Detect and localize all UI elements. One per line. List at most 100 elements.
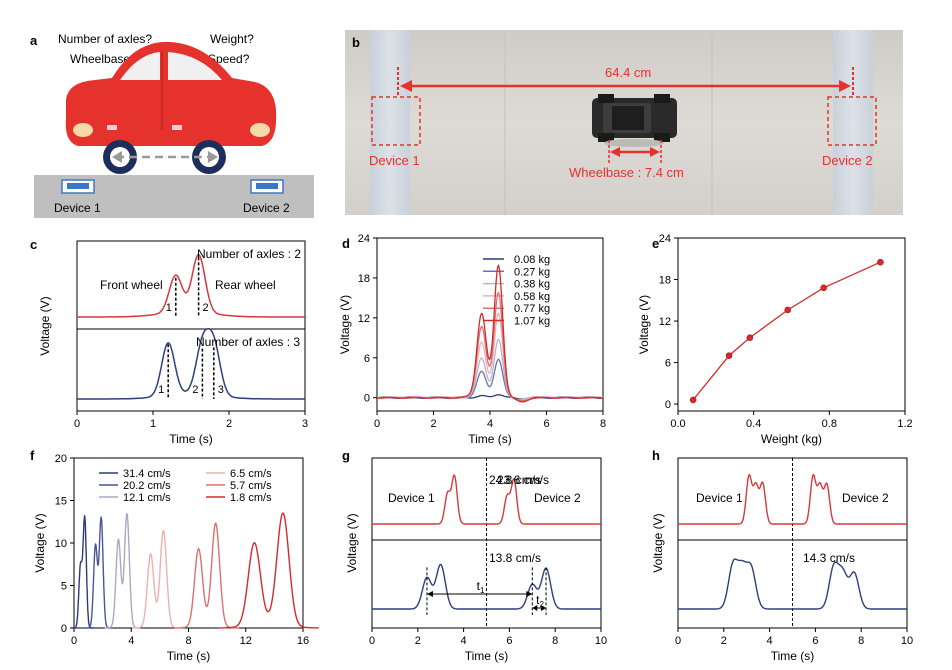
- panel-letter-e: e: [652, 236, 659, 251]
- legend-label: 0.77 kg: [514, 303, 550, 315]
- panel-b: b 64.4 cm Wheelba: [345, 30, 903, 215]
- distance-label: 64.4 cm: [605, 65, 651, 80]
- x-axis-label: Time (s): [468, 432, 512, 446]
- series-line-2: [77, 327, 305, 400]
- chart-c: 0 1 2 3 Time (s) Voltage (V) 1 2 1 2 3 Number of ax…: [38, 240, 308, 446]
- plot-frame: [76, 240, 306, 412]
- x-tick-label: 2: [721, 635, 727, 647]
- x-tick-label: 10: [595, 635, 607, 647]
- question-weight: Weight?: [210, 32, 254, 46]
- series-line-1: [71, 514, 94, 629]
- chart-h: 0 2 4 6 8 10 Time (s) Voltage (V) 23.6 cm/s 14.3 …: [497, 457, 913, 663]
- x-tick-label: 8: [185, 635, 191, 647]
- y-tick-label: 18: [358, 273, 370, 285]
- panel-letter-b: b: [352, 35, 360, 50]
- legend-label: 31.4 cm/s: [123, 468, 171, 480]
- t2-arrowhead: [541, 605, 547, 611]
- x-tick-label: 0.8: [822, 418, 837, 430]
- y-tick-label: 15: [55, 496, 67, 508]
- annotation-front-wheel: Front wheel: [100, 278, 163, 292]
- panel-letter-a: a: [30, 33, 38, 48]
- axle-number-label: 2: [203, 302, 209, 314]
- device-1-strip: [370, 30, 410, 215]
- device-2-strip: [833, 30, 873, 215]
- x-tick-label: 1: [150, 418, 156, 430]
- device-1-icon: [61, 179, 95, 194]
- axle-number-label: 1: [158, 384, 164, 396]
- x-tick-label: 4: [461, 635, 467, 647]
- x-tick-label: 0: [374, 418, 380, 430]
- t1-label: t1: [477, 579, 485, 595]
- x-tick-label: 0: [74, 418, 80, 430]
- y-tick-label: 12: [659, 316, 671, 328]
- y-axis-label: Voltage (V): [637, 295, 651, 354]
- data-point: [746, 334, 754, 341]
- wheelbase-label: Wheelbase : 7.4 cm: [569, 165, 684, 180]
- t2-symbol: t: [536, 593, 540, 607]
- series-line-4: [132, 530, 182, 629]
- annotation-axles-2: Number of axles : 2: [197, 247, 301, 261]
- y-tick-label: 0: [665, 399, 671, 411]
- x-tick-label: 4: [487, 418, 493, 430]
- panel-letter-g: g: [342, 448, 350, 463]
- question-wheelbase: Wheelbase?: [70, 52, 137, 66]
- y-tick-label: 20: [55, 453, 67, 465]
- y-tick-label: 18: [659, 275, 671, 287]
- series-line-2: [84, 516, 112, 629]
- x-axis-label: Time (s): [465, 649, 509, 663]
- x-tick-label: 2: [430, 418, 436, 430]
- t1-arrowhead: [426, 591, 433, 597]
- y-axis-label: Voltage (V): [33, 513, 47, 572]
- chart-e: 0.0 0.4 0.8 1.2 Weight (kg) 0 6 12 18 24 Voltage (…: [637, 233, 913, 446]
- data-point: [820, 284, 827, 292]
- x-tick-label: 8: [858, 635, 864, 647]
- y-axis-label: Voltage (V): [38, 296, 52, 355]
- device-2-label: Device 2: [534, 491, 581, 505]
- speed-label-top: 24.8 cm/s: [489, 473, 541, 487]
- y-axis-label: Voltage (V): [345, 513, 359, 572]
- t2-label: t2: [536, 593, 544, 609]
- x-tick-label: 0: [369, 635, 375, 647]
- chart-g: 0 2 4 6 8 10 Time (s) Voltage (V) 24.8 cm/s 13.8 …: [345, 457, 607, 663]
- y-tick-label: 6: [665, 358, 671, 370]
- y-tick-label: 10: [55, 538, 67, 550]
- data-point: [784, 306, 792, 314]
- series-line-5: [175, 522, 239, 629]
- device-2-icon: [250, 179, 284, 194]
- y-axis-label: Voltage (V): [651, 513, 665, 572]
- panel-letter-h: h: [652, 448, 660, 463]
- panel-letter-c: c: [30, 237, 37, 252]
- x-tick-label: 4: [767, 635, 773, 647]
- y-tick-label: 24: [358, 233, 370, 245]
- series-line-1: [678, 474, 907, 525]
- x-tick-label: 8: [552, 635, 558, 647]
- toy-car: [592, 94, 677, 147]
- device-1-label-b: Device 1: [369, 153, 420, 168]
- device-2-label: Device 2: [842, 491, 889, 505]
- y-tick-label: 0: [364, 393, 370, 405]
- series-line-6: [218, 512, 319, 629]
- legend-label: 20.2 cm/s: [123, 480, 171, 492]
- t2-subscript: 2: [540, 600, 545, 609]
- series-line: [692, 261, 881, 401]
- legend-label: 1.8 cm/s: [230, 492, 272, 504]
- legend-label: 0.27 kg: [514, 266, 550, 278]
- series-line-1: [77, 253, 305, 318]
- y-tick-label: 24: [659, 233, 671, 245]
- y-tick-label: 5: [61, 581, 67, 593]
- annotation-axles-3: Number of axles : 3: [196, 335, 300, 349]
- t1-symbol: t: [477, 579, 481, 593]
- speed-label-bottom: 13.8 cm/s: [489, 551, 541, 565]
- panel-a: a Number of axles? Weight? Wheelbase? Sp…: [30, 32, 314, 218]
- series-line-3: [104, 513, 141, 629]
- t1-subscript: 1: [480, 586, 485, 595]
- legend-label: 0.08 kg: [514, 254, 550, 266]
- x-tick-label: 16: [297, 635, 309, 647]
- series-line-6: [377, 264, 603, 403]
- x-tick-label: 1.2: [897, 418, 912, 430]
- legend-label: 12.1 cm/s: [123, 492, 171, 504]
- x-tick-label: 10: [901, 635, 913, 647]
- t1-arrowhead: [526, 591, 533, 597]
- t2-arrowhead: [532, 605, 538, 611]
